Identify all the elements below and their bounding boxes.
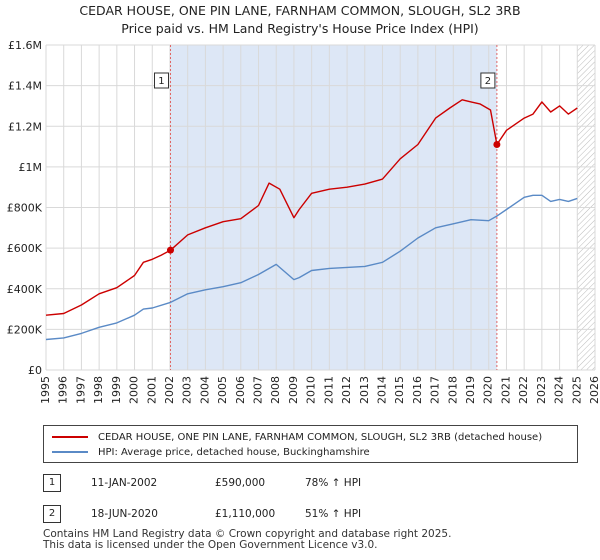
hpi-line <box>45 194 578 341</box>
legend-label-property: CEDAR HOUSE, ONE PIN LANE, FARNHAM COMMO… <box>98 431 543 443</box>
x-tick-label: 1998 <box>92 376 105 404</box>
x-tick-label: 2009 <box>287 376 300 404</box>
x-tick-label: 2023 <box>535 376 548 404</box>
x-tick-label: 1996 <box>57 376 70 404</box>
price-chart: 1 2 £0 £200K £400K £600K £800K £1M £1.2M £1.4M £1… <box>7 39 600 404</box>
x-tick-label: 2005 <box>216 376 229 404</box>
y-tick-label: £1.4M <box>8 80 42 93</box>
legend-swatch-property <box>52 436 88 438</box>
legend-item-property: CEDAR HOUSE, ONE PIN LANE, FARNHAM COMMO… <box>52 430 542 444</box>
sale-label: 2 <box>485 76 491 87</box>
x-tick-label: 1997 <box>74 376 87 404</box>
x-tick-label: 2008 <box>269 376 282 404</box>
x-tick-label: 2004 <box>198 376 211 404</box>
legend-swatch-hpi <box>52 451 88 453</box>
x-tick-label: 2022 <box>517 376 530 404</box>
legend-label-hpi: HPI: Average price, detached house, Buck… <box>98 446 370 458</box>
x-tick-label: 2002 <box>163 376 176 404</box>
x-tick-label: 2017 <box>429 376 442 404</box>
x-tick-label: 2013 <box>358 376 371 404</box>
sale-price: £590,000 <box>215 477 266 489</box>
x-tick-label: 2003 <box>181 376 194 404</box>
sale-point <box>493 141 501 149</box>
chart-title: CEDAR HOUSE, ONE PIN LANE, FARNHAM COMMO… <box>79 3 521 18</box>
legend-item-hpi: HPI: Average price, detached house, Buck… <box>52 445 370 459</box>
x-tick-label: 2024 <box>553 376 566 404</box>
x-tick-label: 2018 <box>446 376 459 404</box>
sale-label-box <box>480 72 496 89</box>
x-tick-label: 2015 <box>393 376 406 404</box>
x-tick-label: 2025 <box>570 376 583 404</box>
property-price-line <box>45 99 578 316</box>
x-tick-label: 1999 <box>110 376 123 404</box>
sale-badge: 2 <box>43 505 61 523</box>
y-tick-label: £600K <box>7 242 43 255</box>
sale-price: £1,110,000 <box>215 508 276 520</box>
sale-hpi-change: 51% ↑ HPI <box>305 508 362 520</box>
y-tick-label: £0 <box>28 364 42 377</box>
x-tick-label: 1995 <box>39 376 52 404</box>
chart-subtitle: Price paid vs. HM Land Registry's House … <box>121 21 479 36</box>
sale-badge: 1 <box>43 474 61 492</box>
x-tick-label: 2007 <box>252 376 265 404</box>
footer: Contains HM Land Registry data © Crown c… <box>43 529 451 551</box>
y-tick-label: £200K <box>7 323 43 336</box>
x-tick-label: 2020 <box>482 376 495 404</box>
x-tick-label: 2016 <box>411 376 424 404</box>
footer-copyright: Contains HM Land Registry data © Crown c… <box>43 528 452 540</box>
x-tick-label: 2000 <box>128 376 141 404</box>
x-tick-label: 2012 <box>340 376 353 404</box>
y-tick-label: £400K <box>7 283 43 296</box>
sale-label: 1 <box>158 76 164 87</box>
sale-date: 11-JAN-2002 <box>91 477 158 489</box>
x-tick-label: 2026 <box>588 376 600 404</box>
x-tick-label: 2001 <box>145 376 158 404</box>
x-tick-label: 2010 <box>305 376 318 404</box>
sale-date: 18-JUN-2020 <box>91 508 158 520</box>
y-tick-label: £1.2M <box>8 120 42 133</box>
sale-label-box <box>153 72 169 89</box>
x-tick-label: 2021 <box>499 376 512 404</box>
x-tick-label: 2011 <box>322 376 335 404</box>
sale-point <box>166 246 174 254</box>
legend: CEDAR HOUSE, ONE PIN LANE, FARNHAM COMMO… <box>43 425 578 463</box>
footer-licence: This data is licensed under the Open Gov… <box>43 539 378 551</box>
sale-hpi-change: 78% ↑ HPI <box>305 477 362 489</box>
y-tick-label: £1M <box>19 161 43 174</box>
x-tick-label: 2014 <box>375 376 388 404</box>
x-tick-label: 2019 <box>464 376 477 404</box>
y-tick-label: £800K <box>7 202 43 215</box>
x-tick-label: 2006 <box>234 376 247 404</box>
y-tick-label: £1.6M <box>8 39 42 52</box>
